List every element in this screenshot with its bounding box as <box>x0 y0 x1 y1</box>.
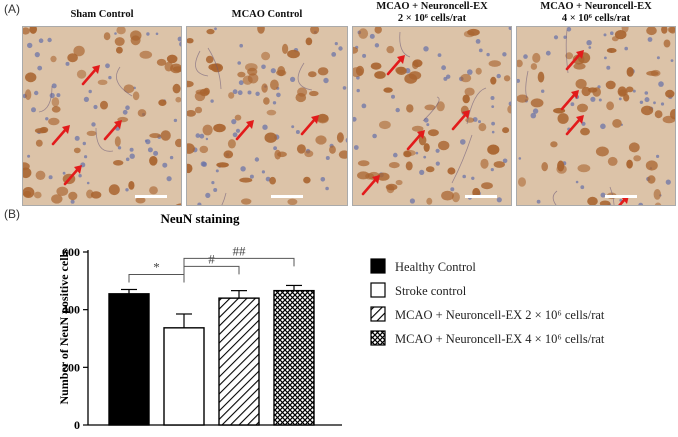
significance-brackets: *### <box>128 243 295 283</box>
red-arrow-icon <box>560 90 579 111</box>
red-arrow-icon <box>63 165 82 186</box>
legend-entry: MCAO + Neuroncell-EX 4 × 10⁶ cells/rat <box>395 332 605 346</box>
scale-bar <box>271 195 303 198</box>
neun-bar-chart: NeuN staining Number of NeuN positive ce… <box>57 211 605 432</box>
y-tick-label: 600 <box>62 245 80 259</box>
scale-bar <box>465 195 497 198</box>
significance-label: # <box>208 251 215 266</box>
bar <box>108 293 150 426</box>
y-tick-label: 200 <box>62 360 80 374</box>
significance-bracket <box>183 265 240 275</box>
chart-legend: Healthy Control Stroke control MCAO + Neur… <box>370 258 605 346</box>
micrograph-title-4-line1: MCAO + Neuroncell-EX <box>540 1 652 12</box>
scale-bar <box>605 195 637 198</box>
micrograph-title-3-line2: 2 × 10⁶ cells/rat <box>397 13 467 24</box>
red-arrow-icon <box>451 110 470 131</box>
chart-bars <box>108 284 315 426</box>
red-arrow-icon <box>103 120 122 141</box>
red-arrow-icon <box>51 125 70 146</box>
scale-bar <box>135 195 167 198</box>
micrograph-panel: Sham Control MCAO Control MCAO + Neuronc… <box>0 0 678 215</box>
significance-label: * <box>153 259 160 274</box>
micrograph-neuroncell-2x10e6 <box>352 26 512 206</box>
bar <box>163 327 205 426</box>
micrograph-title-1-line1: Sham Control <box>70 9 134 20</box>
red-arrow-icon <box>300 115 319 136</box>
bar <box>218 297 260 426</box>
micrograph-neuroncell-2x10e6-image <box>353 27 511 205</box>
micrograph-mcao-control-image <box>187 27 347 205</box>
micrograph-title-1: Sham Control <box>22 9 182 21</box>
red-arrow-icon <box>406 130 425 151</box>
legend-swatch <box>370 282 386 298</box>
panel-b-label: (B) <box>4 207 20 221</box>
red-arrow-icon <box>565 50 584 71</box>
panel-a-label: (A) <box>4 2 20 16</box>
micrograph-title-2: MCAO Control <box>186 9 348 21</box>
red-arrow-icon <box>565 115 584 136</box>
micrograph-title-2-line1: MCAO Control <box>231 9 303 20</box>
micrograph-title-3: MCAO + Neuroncell-EX 2 × 10⁶ cells/rat <box>352 1 512 25</box>
significance-bracket <box>183 257 295 267</box>
legend-entry: MCAO + Neuroncell-EX 2 × 10⁶ cells/rat <box>395 308 605 322</box>
legend-entry: Stroke control <box>395 284 467 298</box>
legend-entry: Healthy Control <box>395 260 476 274</box>
legend-swatch <box>370 330 386 346</box>
significance-bracket <box>128 273 185 283</box>
legend-swatch <box>370 258 386 274</box>
y-axis-label: Number of NeuN positive cells <box>57 249 71 404</box>
y-tick-label: 400 <box>62 303 80 317</box>
micrograph-neuroncell-4x10e6-image <box>517 27 675 205</box>
micrograph-sham-control-image <box>23 27 181 205</box>
y-tick-label: 0 <box>74 418 80 432</box>
micrograph-sham-control <box>22 26 182 206</box>
red-arrow-icon <box>81 65 100 86</box>
legend-swatch <box>370 306 386 322</box>
red-arrow-icon <box>361 175 380 196</box>
micrograph-title-4: MCAO + Neuroncell-EX 4 × 10⁶ cells/rat <box>516 1 676 25</box>
bar <box>273 289 315 426</box>
micrograph-title-3-line1: MCAO + Neuroncell-EX <box>376 1 488 12</box>
micrograph-title-4-line2: 4 × 10⁶ cells/rat <box>561 13 631 24</box>
red-arrow-icon <box>386 55 405 76</box>
chart-title: NeuN staining <box>160 211 240 226</box>
red-arrow-icon <box>235 120 254 141</box>
micrograph-mcao-control <box>186 26 348 206</box>
significance-label: ## <box>233 243 247 258</box>
micrograph-neuroncell-4x10e6 <box>516 26 676 206</box>
